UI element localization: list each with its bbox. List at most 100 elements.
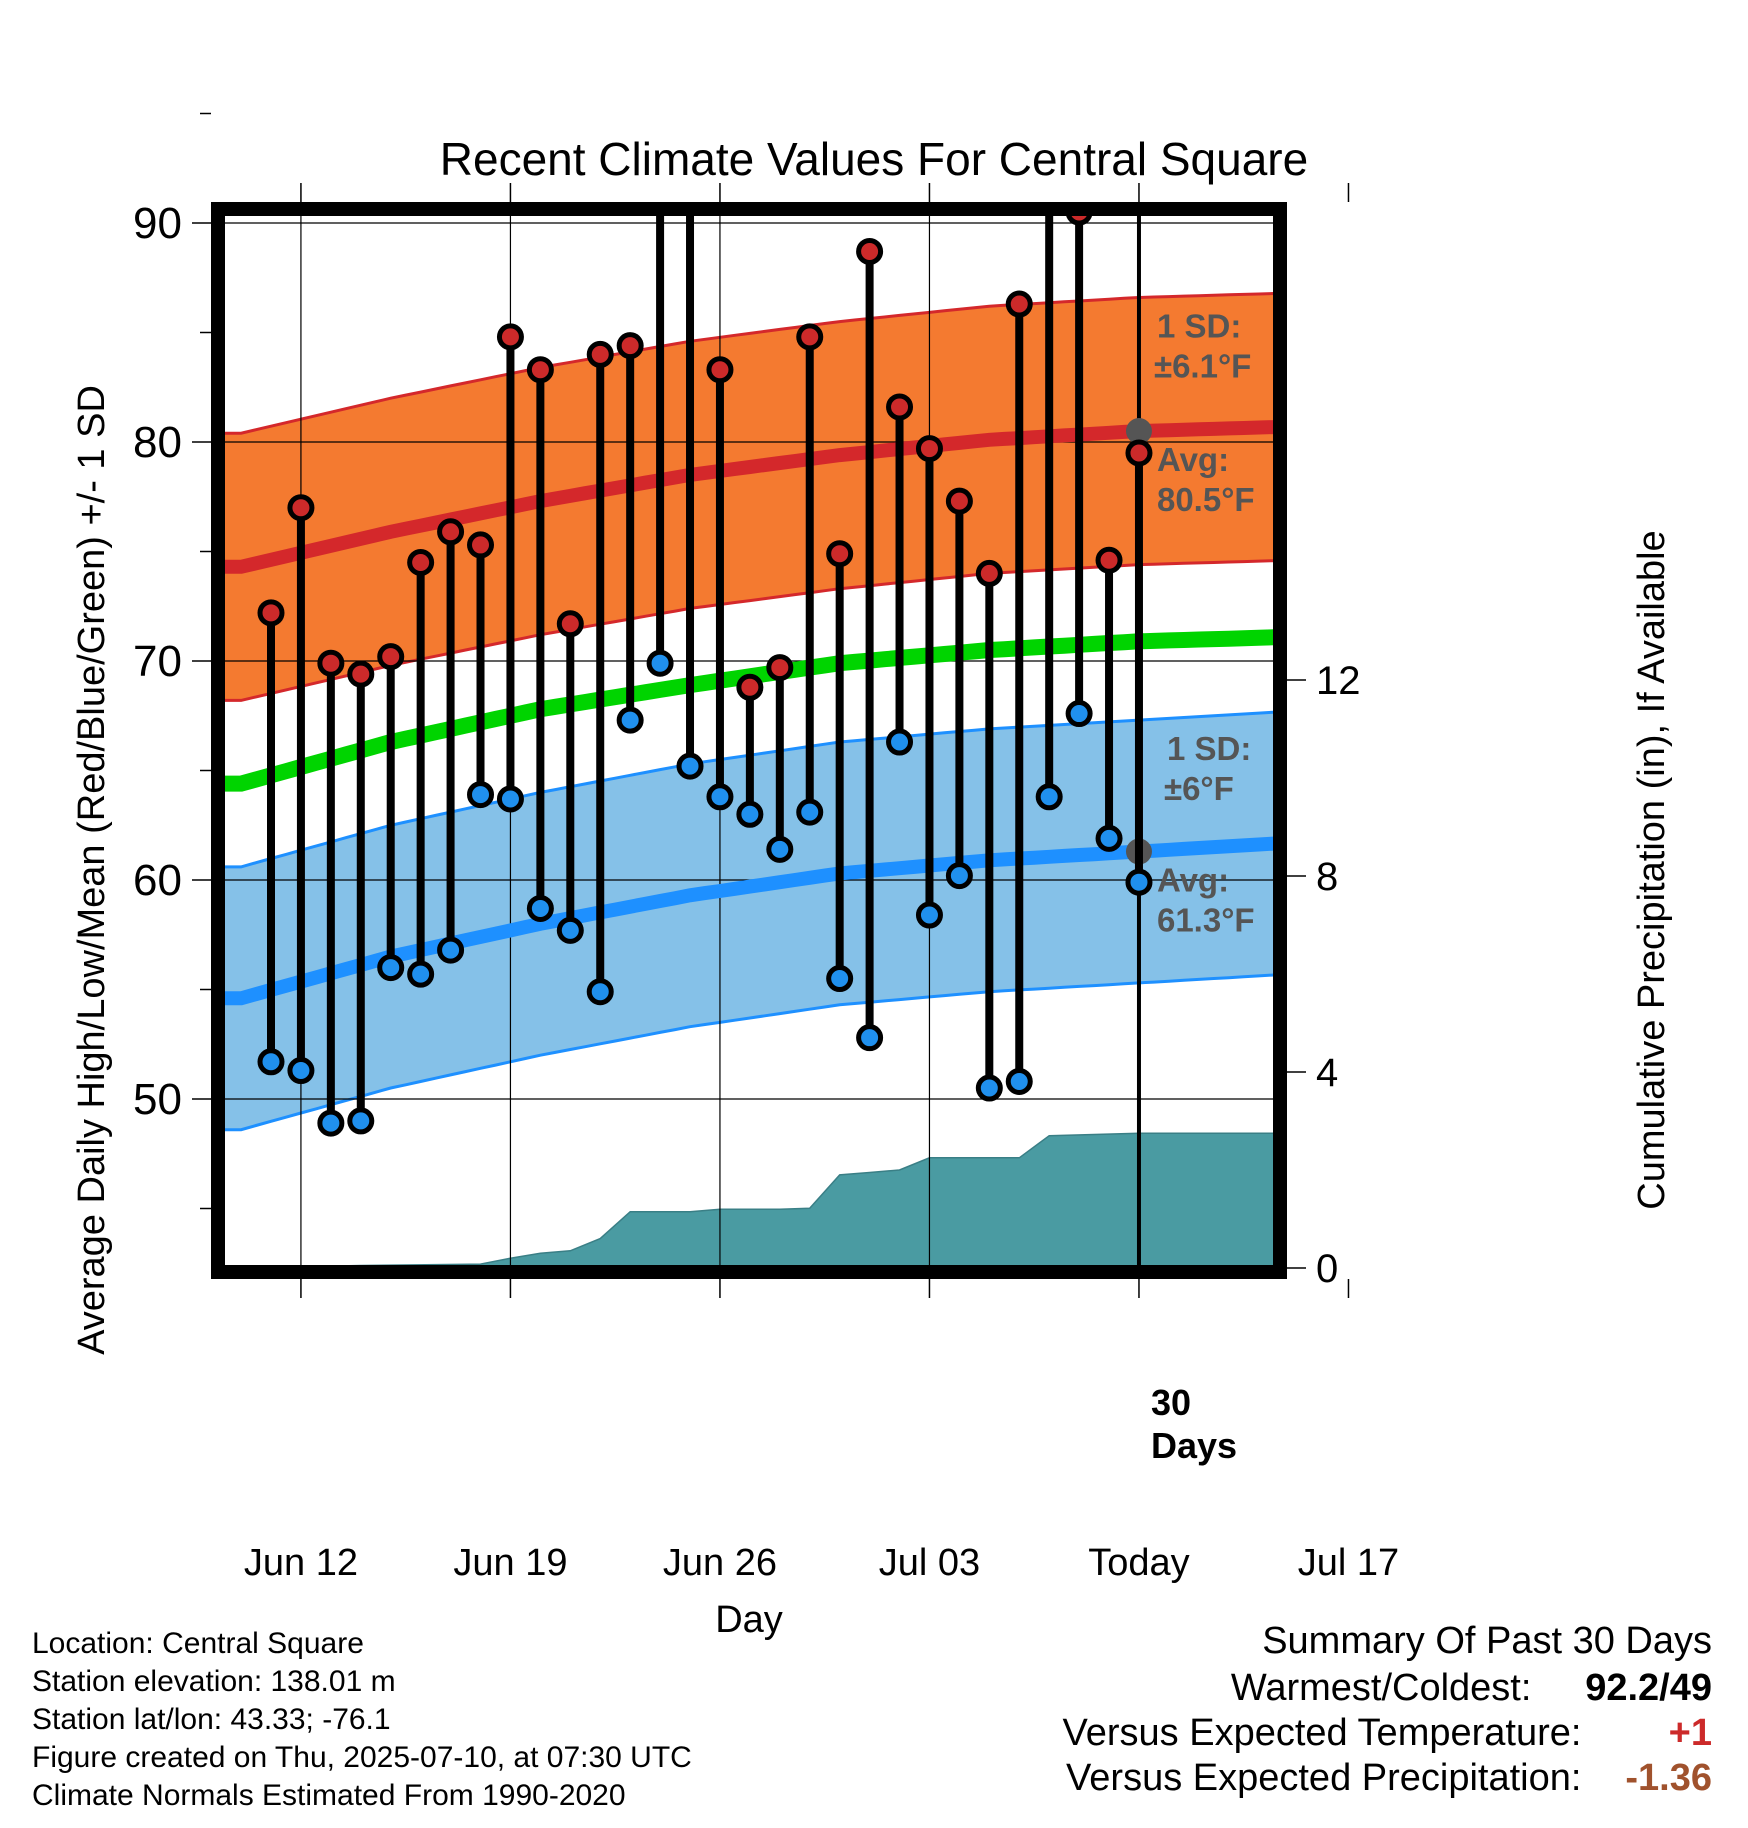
daily-low-point	[496, 785, 524, 813]
daily-high-point	[796, 323, 824, 351]
x-tick-label: Jul 03	[879, 1542, 980, 1584]
summary-warm-cold-label: Warmest/Coldest:	[1230, 1667, 1532, 1709]
y-axis-label: Average Daily High/Low/Mean (Red/Blue/Gr…	[71, 385, 113, 1355]
daily-high-point	[257, 599, 285, 627]
y-tick-label: 80	[133, 418, 182, 467]
low-sd-band	[222, 712, 1276, 1130]
high-sd-band	[222, 293, 1276, 701]
summary-block: Summary Of Past 30 Days Warmest/Coldest:…	[1063, 1620, 1712, 1800]
summary-warm-cold-row: Warmest/Coldest: 92.2/49	[1063, 1667, 1712, 1710]
created-text: Figure created on Thu, 2025-07-10, at 07…	[32, 1741, 692, 1774]
daily-low-point	[407, 960, 435, 988]
daily-low-point	[317, 1109, 345, 1137]
y-tick-label: 50	[133, 1075, 182, 1124]
daily-high-point	[945, 487, 973, 515]
x-tick-label: Jun 26	[663, 1542, 777, 1584]
daily-low-point	[437, 936, 465, 964]
y2-axis-label: Cumulative Precipitation (in), If Availa…	[1631, 530, 1673, 1209]
x-axis-label: Day	[715, 1599, 783, 1641]
daily-low-point	[646, 649, 674, 677]
sd-high-value: ±6.1°F	[1154, 347, 1251, 384]
low-sd-lower-line	[222, 973, 1276, 1132]
summary-temp-label: Versus Expected Temperature:	[1062, 1712, 1582, 1754]
daily-high-point	[886, 393, 914, 421]
daily-low-point	[766, 835, 794, 863]
y-tick-label: 70	[133, 637, 182, 686]
location-text: Location: Central Square	[32, 1627, 364, 1660]
daily-low-point	[616, 706, 644, 734]
daily-low-point	[886, 728, 914, 756]
summary-warm-cold-value: 92.2/49	[1585, 1667, 1712, 1709]
daily-low-point	[796, 798, 824, 826]
daily-high-point	[826, 540, 854, 568]
daily-low-point	[556, 916, 584, 944]
avg-low-label: Avg:	[1157, 862, 1229, 899]
daily-high-point	[437, 518, 465, 546]
summary-title: Summary Of Past 30 Days	[1262, 1620, 1712, 1662]
period-label-days: Days	[1151, 1425, 1237, 1466]
plot-frame	[211, 202, 1287, 1279]
daily-low-point	[975, 1074, 1003, 1102]
summary-precip-value: -1.36	[1625, 1757, 1712, 1799]
daily-high-point	[736, 673, 764, 701]
x-tick-label: Jul 17	[1298, 1542, 1399, 1584]
summary-precip-row: Versus Expected Precipitation: -1.36	[1063, 1757, 1712, 1800]
summary-temp-row: Versus Expected Temperature: +1	[1063, 1712, 1712, 1755]
period-label-number: 30	[1151, 1382, 1191, 1423]
daily-high-point	[616, 332, 644, 360]
daily-low-point	[945, 862, 973, 890]
daily-low-point	[736, 800, 764, 828]
daily-low-point	[856, 1024, 884, 1052]
daily-high-point	[317, 649, 345, 677]
precip-area	[241, 1132, 1276, 1268]
daily-low-point	[1005, 1067, 1033, 1095]
x-tick-label: Jun 19	[453, 1542, 567, 1584]
daily-high-point	[1095, 546, 1123, 574]
avg-high-value: 80.5°F	[1157, 481, 1255, 518]
daily-high-point	[586, 340, 614, 368]
elevation-text: Station elevation: 138.01 m	[32, 1665, 396, 1698]
y2-tick-label: 4	[1316, 1051, 1338, 1095]
daily-low-point	[287, 1057, 315, 1085]
normals-text: Climate Normals Estimated From 1990-2020	[32, 1779, 626, 1812]
daily-low-point	[467, 781, 495, 809]
sd-low-label: 1 SD:	[1167, 730, 1251, 767]
daily-low-point	[1035, 783, 1063, 811]
daily-low-point	[826, 965, 854, 993]
info-block: Location: Central Square Station elevati…	[32, 1625, 692, 1815]
plot-inner	[222, 213, 1276, 1268]
daily-low-point	[1125, 868, 1153, 896]
daily-high-point	[287, 494, 315, 522]
daily-high-point	[975, 559, 1003, 587]
daily-high-point	[556, 610, 584, 638]
daily-high-point	[856, 237, 884, 265]
daily-low-point	[1095, 824, 1123, 852]
latlon-text: Station lat/lon: 43.33; -76.1	[32, 1703, 391, 1736]
avg-high-label: Avg:	[1157, 441, 1229, 478]
x-tick-label: Jun 12	[244, 1542, 358, 1584]
daily-low-point	[377, 954, 405, 982]
sd-high-label: 1 SD:	[1157, 307, 1241, 344]
summary-temp-value: +1	[1668, 1712, 1712, 1754]
today-avg-high-marker	[1125, 418, 1152, 445]
daily-high-point	[1005, 290, 1033, 318]
daily-high-point	[496, 323, 524, 351]
daily-low-point	[526, 894, 554, 922]
y2-tick-label: 8	[1316, 855, 1338, 899]
daily-high-point	[526, 356, 554, 384]
y2-tick-label: 0	[1316, 1247, 1338, 1291]
daily-high-point	[915, 435, 943, 463]
x-tick-label: Today	[1088, 1542, 1189, 1584]
daily-high-point	[766, 654, 794, 682]
daily-high-point	[706, 356, 734, 384]
daily-high-point	[467, 531, 495, 559]
avg-high-line	[222, 420, 1276, 574]
y2-tick-label: 12	[1316, 659, 1361, 703]
daily-high-point	[377, 643, 405, 671]
daily-low-point	[586, 978, 614, 1006]
daily-low-point	[1065, 700, 1093, 728]
avg-low-value: 61.3°F	[1157, 902, 1255, 939]
daily-low-point	[347, 1107, 375, 1135]
